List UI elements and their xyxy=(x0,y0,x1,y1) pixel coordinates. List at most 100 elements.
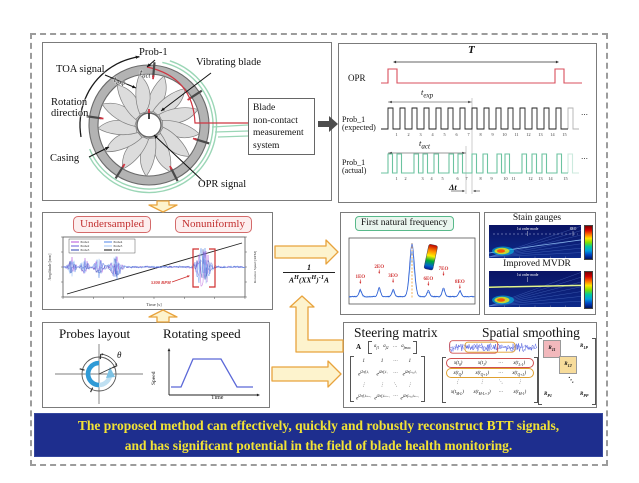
smoothing-matrix: x(t0) x(t1) ⋯ x(tL-1) x(tQ) x(tQ+1) ⋯ x(tQ+L) ⋮ ⋮… xyxy=(442,357,538,403)
period-T-label: T xyxy=(468,44,475,56)
measurement-box-line: measurement xyxy=(253,128,304,138)
measurement-box-line: non-contact xyxy=(253,115,298,126)
stain-gauges-title: Stain gauges xyxy=(512,213,562,223)
svg-text:14: 14 xyxy=(550,132,555,137)
r1p-label: R1P xyxy=(580,344,588,350)
formula-numerator: 1 xyxy=(307,263,311,272)
undersampled-badge: Undersampled xyxy=(73,216,152,233)
svg-text:Probe4: Probe4 xyxy=(114,240,123,244)
svg-text:8: 8 xyxy=(479,176,481,181)
banner-line-1: The proposed method can effectively, qui… xyxy=(77,418,560,433)
svg-text:Probe2: Probe2 xyxy=(81,244,90,248)
svg-text:11: 11 xyxy=(514,132,518,137)
rp1-label: RP1 xyxy=(544,392,552,398)
svg-text:6: 6 xyxy=(455,132,457,137)
prob-actual-label: Prob_1 (actual) xyxy=(342,158,367,176)
steering-smoothing-panel: Steering matrix Spatial smoothing A af1 a… xyxy=(343,322,597,408)
svg-text:3EO: 3EO xyxy=(388,274,398,279)
expected-ellipsis: ⋯ xyxy=(581,111,588,119)
t-act-rotor-label: tact xyxy=(140,68,151,80)
colorbar-bottom xyxy=(584,271,593,309)
mvdr-formula: 1 AH(XXH)-1A xyxy=(280,263,338,285)
frequency-panel: First natural frequency 1EO 2EO 3EO 6EO 7EO 8… xyxy=(340,212,480,315)
svg-text:2EO: 2EO xyxy=(374,265,384,270)
formula-denominator: AH(XXH)-1A xyxy=(288,274,329,285)
toa-signal-label: TOA signal xyxy=(56,64,105,75)
svg-text:12: 12 xyxy=(526,132,530,137)
svg-text:8EO: 8EO xyxy=(455,280,465,285)
measurement-box-line: system xyxy=(253,140,280,151)
block-covariance-matrix: R11 R12 R1P ⋱ RP1 RPP xyxy=(538,338,596,405)
improved-mvdr-title: Improved MVDR xyxy=(503,259,571,269)
r12-block: R12 xyxy=(559,356,577,374)
svg-text:7: 7 xyxy=(467,132,469,137)
rotor-diagram xyxy=(79,55,249,194)
svg-text:Probe5: Probe5 xyxy=(114,244,123,248)
svg-text:12: 12 xyxy=(528,176,532,181)
svg-text:10: 10 xyxy=(503,176,507,181)
svg-text:6EO: 6EO xyxy=(424,277,434,282)
svg-text:14: 14 xyxy=(548,176,553,181)
steering-A-symbol: A xyxy=(356,343,362,351)
svg-text:Rotation Speed [RPM]: Rotation Speed [RPM] xyxy=(253,251,257,283)
undersampled-signal-panel: Undersampled Nonuniformly Probe1 Probe2 Pr… xyxy=(42,212,273,310)
svg-text:RPM: RPM xyxy=(114,248,121,252)
svg-text:2: 2 xyxy=(407,132,409,137)
steering-header-matrix: af1 af2 ⋯ afmax xyxy=(368,341,417,354)
stain-gauges-spectrogram: 1st order mode 8EO xyxy=(489,225,581,258)
steering-matrix: 1 1 ⋯ 1 ej2πf₁t₁ ej2πf₂t₁ ⋯ ej2πfₘₐₓt₁ ⋮ ⋮ ⋱ ⋮ ej2πf… xyxy=(350,356,425,402)
timing-panel: 1 2 3 4 5 6 7 8 9 10 11 12 13 14 15 1 2 3 4 5 6 7 8 9 10 11 12 13 14… xyxy=(338,43,597,203)
timing-diagram: 1 2 3 4 5 6 7 8 9 10 11 12 13 14 151 2 3 4 5 6 7 8 9 10 11 12 13 14… xyxy=(381,60,582,194)
svg-text:Time [s]: Time [s] xyxy=(146,302,162,307)
spectrum-plot: 1EO 2EO 3EO 6EO 7EO 8EO xyxy=(348,237,476,305)
opr-trace-label: OPR xyxy=(348,73,366,83)
svg-text:3: 3 xyxy=(419,132,421,137)
measurement-system-box: Blade non-contact measurement system xyxy=(248,98,315,155)
rotation-direction-label: Rotation direction xyxy=(51,97,89,120)
theta-label: θ xyxy=(117,350,122,360)
spatial-smoothing-title: Spatial smoothing xyxy=(482,325,580,340)
svg-text:3: 3 xyxy=(421,176,423,181)
rotating-speed-title: Rotating speed xyxy=(163,326,241,341)
svg-text:2: 2 xyxy=(404,176,406,181)
actual-ellipsis: ⋯ xyxy=(581,155,588,163)
improved-mvdr-spectrogram: 1st order mode xyxy=(489,271,581,307)
svg-text:5300 RPM: 5300 RPM xyxy=(151,280,172,285)
svg-text:8: 8 xyxy=(479,132,481,137)
rotating-speed-plot xyxy=(167,348,260,397)
svg-text:Probe1: Probe1 xyxy=(81,240,90,244)
speed-ylabel: Speed xyxy=(151,371,157,385)
svg-text:Probe3: Probe3 xyxy=(81,248,90,252)
svg-text:1st order mode: 1st order mode xyxy=(517,273,539,277)
prob-expected-label: Prob_1 (expected) xyxy=(342,115,376,133)
vibrating-blade-label: Vibrating blade xyxy=(196,57,261,68)
probes-layout-title: Probes layout xyxy=(59,326,131,341)
delta-t-label: Δt xyxy=(449,182,457,192)
svg-text:15: 15 xyxy=(562,132,566,137)
svg-text:13: 13 xyxy=(538,132,542,137)
conclusion-banner: The proposed method can effectively, qui… xyxy=(34,413,603,457)
svg-text:10: 10 xyxy=(502,132,506,137)
svg-text:13: 13 xyxy=(538,176,542,181)
t-exp-rotor-label: texp xyxy=(114,75,126,87)
r11-block: R11 xyxy=(543,340,561,358)
svg-text:9: 9 xyxy=(490,176,492,181)
steering-matrix-title: Steering matrix xyxy=(354,325,438,340)
measurement-box-line: Blade xyxy=(253,103,276,113)
probes-layout-diagram xyxy=(55,344,143,404)
svg-text:7EO: 7EO xyxy=(439,267,449,272)
sampled-signal-strip xyxy=(449,340,537,354)
prob1-label: Prob-1 xyxy=(139,47,168,58)
svg-text:6: 6 xyxy=(456,176,458,181)
opr-signal-label: OPR signal xyxy=(198,179,247,190)
svg-text:1: 1 xyxy=(395,176,397,181)
svg-text:9: 9 xyxy=(491,132,493,137)
rotor-panel: TOA signal Prob-1 Vibrating blade Rotati… xyxy=(42,42,332,201)
rpp-label: RPP xyxy=(580,392,589,398)
svg-text:11: 11 xyxy=(511,176,515,181)
svg-text:1: 1 xyxy=(395,132,397,137)
svg-text:7: 7 xyxy=(465,176,467,181)
outer-dashed-border xyxy=(30,33,608,466)
svg-text:8EO: 8EO xyxy=(570,227,577,231)
